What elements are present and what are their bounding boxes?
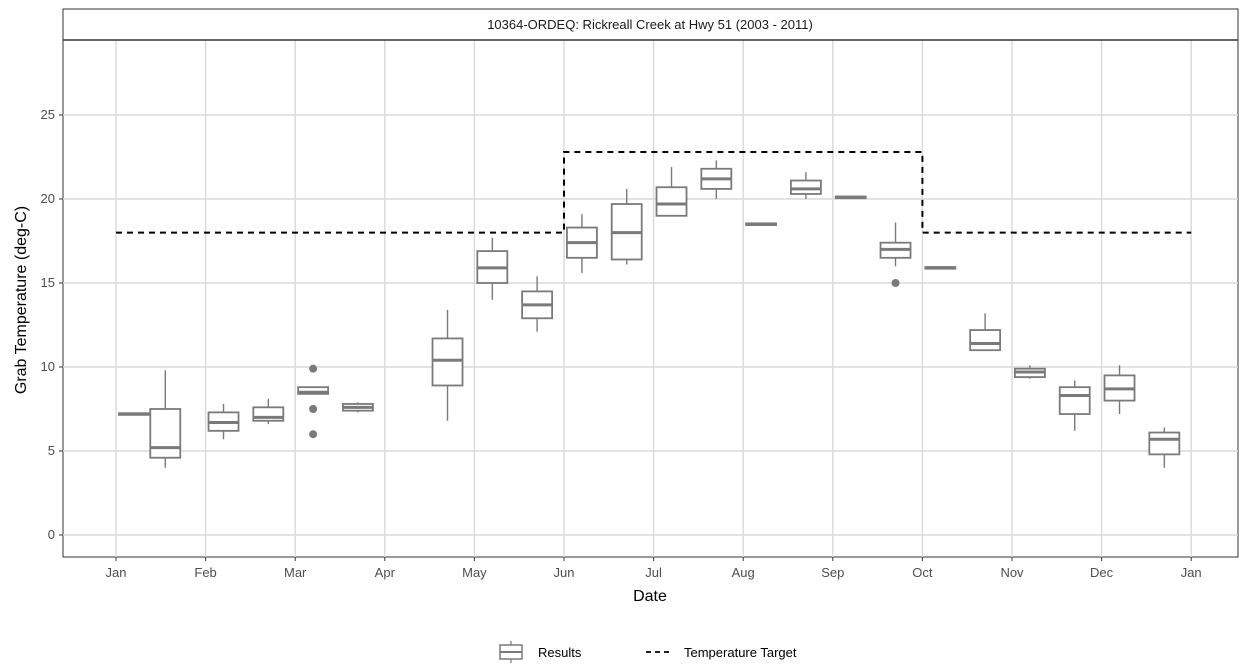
box-plot	[431, 309, 464, 421]
box-plot	[252, 398, 285, 425]
box-plot	[207, 403, 240, 440]
y-tick-label: 0	[48, 527, 55, 542]
box-iqr	[431, 337, 464, 387]
box-iqr	[969, 329, 1002, 352]
x-tick-label: Dec	[1090, 565, 1114, 580]
legend-results-key	[499, 641, 523, 663]
box-plot	[1103, 365, 1136, 415]
box-plot	[521, 276, 554, 332]
x-tick-label: Jan	[106, 565, 127, 580]
target-line-layer	[116, 150, 1192, 234]
box-plot	[297, 364, 330, 439]
box-plot	[745, 222, 778, 226]
y-tick-label: 20	[41, 191, 55, 206]
box-iqr	[1058, 386, 1091, 415]
y-tick-label: 10	[41, 359, 55, 374]
x-axis: Jan Feb Mar Apr May Jun Jul Aug Sep Oct Nov Dec Jan	[106, 557, 1202, 580]
x-tick-label: Oct	[912, 565, 933, 580]
box-plot	[610, 188, 643, 265]
x-tick-label: Aug	[732, 565, 755, 580]
x-tick-label: Jun	[554, 565, 575, 580]
box-plot	[924, 266, 957, 270]
x-tick-label: Sep	[821, 565, 844, 580]
box-plot	[834, 195, 867, 200]
y-tick-label: 25	[41, 107, 55, 122]
plot-panel	[62, 39, 1239, 558]
y-tick-label: 5	[48, 443, 55, 458]
legend-label-results: Results	[538, 645, 582, 660]
box-plot	[476, 237, 509, 300]
box-outlier-point	[309, 364, 318, 373]
box-plot	[118, 412, 150, 416]
box-plot	[1014, 365, 1046, 379]
x-tick-label: Mar	[284, 565, 307, 580]
box-plot	[1148, 427, 1181, 468]
box-plot	[790, 172, 822, 199]
y-axis-title: Grab Temperature (deg-C)	[13, 206, 30, 394]
box-iqr	[149, 408, 182, 459]
box-outlier-point	[891, 279, 900, 287]
box-iqr	[790, 179, 822, 195]
legend-label-target: Temperature Target	[684, 645, 797, 660]
x-tick-label: Nov	[1000, 565, 1024, 580]
box-iqr	[297, 386, 330, 395]
box-plot	[655, 167, 688, 217]
legend: Results Temperature Target	[499, 641, 797, 663]
chart-title: 10364-ORDEQ: Rickreall Creek at Hwy 51 (…	[487, 17, 813, 32]
box-plot	[879, 222, 912, 287]
box-iqr	[1148, 431, 1181, 456]
box-plot	[1058, 380, 1091, 431]
box-plot	[342, 402, 374, 413]
y-tick-label: 15	[41, 275, 55, 290]
box-outlier-point	[309, 405, 318, 413]
box-outlier-point	[309, 430, 318, 439]
x-tick-label: Apr	[375, 565, 396, 580]
y-axis: 0 5 10 15 20 25	[41, 107, 63, 542]
strip-header	[62, 8, 1239, 41]
box-plot	[149, 370, 182, 468]
box-plot	[566, 214, 598, 273]
x-tick-label: May	[462, 565, 487, 580]
x-tick-label: Jul	[645, 565, 662, 580]
box-iqr	[655, 186, 688, 217]
boxplot-layer	[118, 160, 1181, 468]
temperature-target-line	[116, 150, 1192, 234]
x-tick-label: Jan	[1181, 565, 1202, 580]
x-axis-title: Date	[633, 588, 667, 605]
x-tick-label: Feb	[194, 565, 216, 580]
box-plot	[700, 160, 733, 199]
box-plot	[969, 313, 1002, 352]
grid-lines	[63, 40, 1238, 557]
